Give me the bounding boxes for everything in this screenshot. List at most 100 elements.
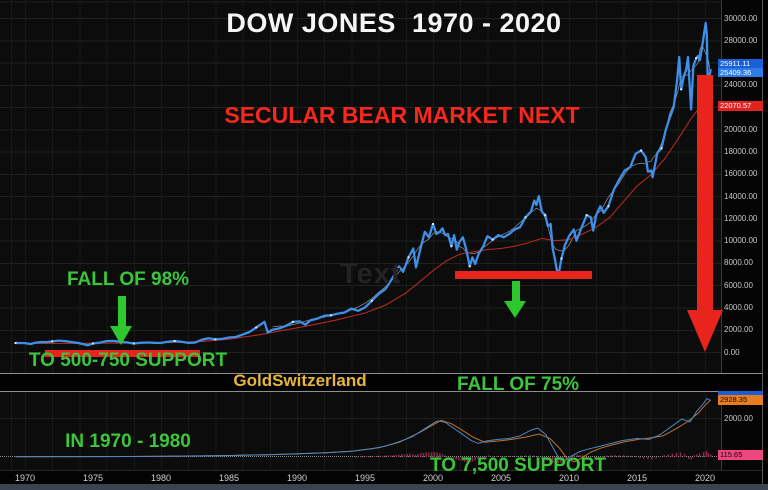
histogram-bar: [602, 456, 604, 458]
y-axis-label: 14000.00: [724, 191, 758, 201]
histogram-bar: [543, 457, 546, 460]
histogram-bar: [667, 454, 670, 457]
histogram-bar: [504, 456, 506, 458]
price-tag-blue-upper: 25911.11: [718, 58, 763, 68]
x-axis-label: 1990: [286, 473, 308, 483]
x-axis-label: 1970: [14, 473, 36, 483]
chart-title: DOW JONES 1970 - 2020: [226, 8, 562, 38]
panel-separator-band: [0, 373, 762, 392]
y-axis-label: 0.00: [724, 347, 740, 357]
indicator-tag-orange: 2928.35: [718, 394, 763, 405]
histogram-bar: [643, 457, 645, 459]
histogram-bar: [581, 455, 584, 457]
histogram-bar: [463, 457, 466, 462]
fall1-line1: FALL OF 98%: [66, 269, 190, 290]
histogram-bar: [411, 454, 414, 457]
x-axis-label: 2010: [558, 473, 580, 483]
price-marker-dot: [132, 342, 135, 345]
histogram-bar: [524, 455, 527, 457]
histogram-bar: [586, 457, 588, 458]
histogram-bar: [441, 454, 444, 457]
histogram-bar: [532, 455, 535, 457]
fall-annotation-1970s: FALL OF 98% TO 500-750 SUPPORT IN 1970 -…: [0, 212, 256, 490]
x-axis-label: 2005: [490, 473, 512, 483]
histogram-bar: [659, 456, 661, 458]
histogram-bar: [474, 457, 476, 461]
price-marker-dot: [291, 320, 294, 323]
histogram-bar: [439, 453, 441, 457]
indicator-gridline: [0, 418, 721, 419]
histogram-bar: [679, 452, 682, 457]
histogram-bar: [546, 457, 548, 461]
histogram-bar: [362, 456, 365, 458]
bear-market-warning: SECULAR BEAR MARKET NEXT: [224, 102, 580, 128]
histogram-bar: [520, 455, 523, 457]
histogram-bar: [500, 456, 502, 458]
histogram-bar: [675, 453, 678, 457]
histogram-bar: [458, 457, 460, 461]
histogram-bar: [392, 455, 395, 457]
indicator-tag-pink: 115.65: [718, 449, 763, 460]
histogram-bar: [622, 455, 625, 457]
histogram-bar: [390, 455, 392, 457]
histogram-bar: [409, 453, 411, 457]
right-edge-line: [762, 0, 763, 484]
histogram-bar: [428, 452, 430, 457]
histogram-bar: [376, 455, 378, 457]
histogram-bar: [639, 457, 641, 458]
histogram-bar: [647, 457, 649, 459]
y-axis-label: 6000.00: [724, 280, 753, 290]
y-axis-label: 4000.00: [724, 302, 753, 312]
y-axis-label: 16000.00: [724, 169, 758, 179]
histogram-bar: [688, 457, 690, 459]
fall2-line1: FALL OF 75%: [456, 374, 580, 395]
red-down-arrow: [687, 75, 723, 352]
histogram-bar: [455, 457, 457, 460]
price-marker-dot: [468, 265, 471, 268]
price-marker-dot: [51, 340, 54, 343]
histogram-bar: [696, 454, 698, 457]
histogram-bar: [485, 455, 487, 457]
histogram-bar: [541, 457, 543, 459]
histogram-bar: [598, 457, 600, 458]
price-marker-dot: [92, 342, 94, 345]
price-markers: [14, 57, 698, 345]
histogram-bar: [576, 454, 578, 457]
histogram-bar: [626, 455, 629, 457]
footer-scroll-bar[interactable]: [0, 484, 768, 490]
histogram-bar: [450, 457, 452, 460]
histogram-bar: [590, 457, 592, 459]
histogram-bar: [488, 455, 490, 457]
price-marker-dot: [432, 223, 434, 225]
indicator-blue-line: [15, 397, 711, 462]
price-tag-blue-lower: 25409.36: [718, 67, 763, 77]
y-axis-label: 12000.00: [724, 213, 758, 223]
histogram-bar: [554, 457, 557, 464]
histogram-bar: [379, 455, 381, 457]
histogram-bar: [460, 457, 463, 461]
histogram-bar: [705, 450, 708, 457]
histogram-bar: [452, 457, 455, 460]
histogram-bar: [406, 454, 408, 457]
histogram-bar: [707, 452, 710, 457]
histogram-bar: [433, 452, 436, 457]
histogram-bar: [571, 456, 573, 458]
x-axis[interactable]: 1970 1975 1980 1985 1990 1995 2000 2005 2010 2015…: [0, 471, 762, 484]
histogram-bar: [482, 456, 485, 458]
histogram-bar: [508, 456, 510, 457]
histogram-bar: [387, 455, 389, 457]
fall1-line2: TO 500-750 SUPPORT: [28, 350, 228, 371]
histogram-bar: [549, 457, 551, 463]
histogram-bar: [436, 452, 438, 457]
price-marker-dot: [173, 340, 176, 342]
y-axis[interactable]: 30000.00 28000.00 24000.00 20000.00 18000.00…: [721, 0, 768, 470]
time-axis-strip: [0, 470, 762, 484]
histogram-bar: [469, 457, 471, 463]
x-axis-label: 1985: [218, 473, 240, 483]
fall2-line2: TO 7,500 SUPPORT: [430, 455, 606, 476]
price-marker-dot: [14, 342, 17, 344]
price-marker-dot: [544, 214, 547, 217]
support-bar-2000s: [455, 271, 592, 279]
histogram-bar: [693, 455, 695, 457]
